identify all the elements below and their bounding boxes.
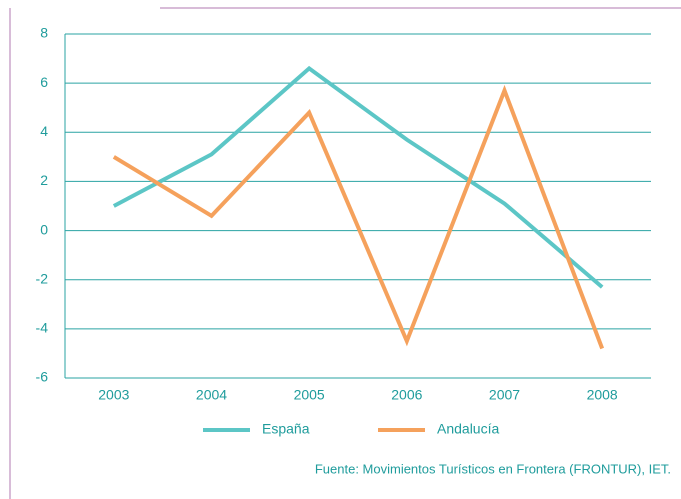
- series-line: [112, 84, 605, 350]
- x-tick-label: 2006: [391, 387, 422, 403]
- series-line: [112, 65, 604, 289]
- y-tick-label: 2: [40, 172, 48, 188]
- y-tick-label: -6: [36, 369, 49, 385]
- y-tick-label: -4: [36, 320, 49, 336]
- y-tick-label: 6: [40, 74, 48, 90]
- legend-label: España: [262, 421, 310, 437]
- y-tick-label: 8: [40, 25, 48, 41]
- x-tick-label: 2003: [98, 387, 129, 403]
- x-tick-label: 2007: [489, 387, 520, 403]
- x-tick-label: 2008: [587, 387, 618, 403]
- x-tick-label: 2005: [294, 387, 325, 403]
- y-tick-label: -2: [36, 270, 49, 286]
- x-tick-label: 2004: [196, 387, 227, 403]
- legend-label: Andalucía: [437, 421, 499, 437]
- y-tick-label: 0: [40, 221, 48, 237]
- source-note: Fuente: Movimientos Turísticos en Fronte…: [315, 461, 671, 476]
- y-tick-label: 4: [40, 123, 48, 139]
